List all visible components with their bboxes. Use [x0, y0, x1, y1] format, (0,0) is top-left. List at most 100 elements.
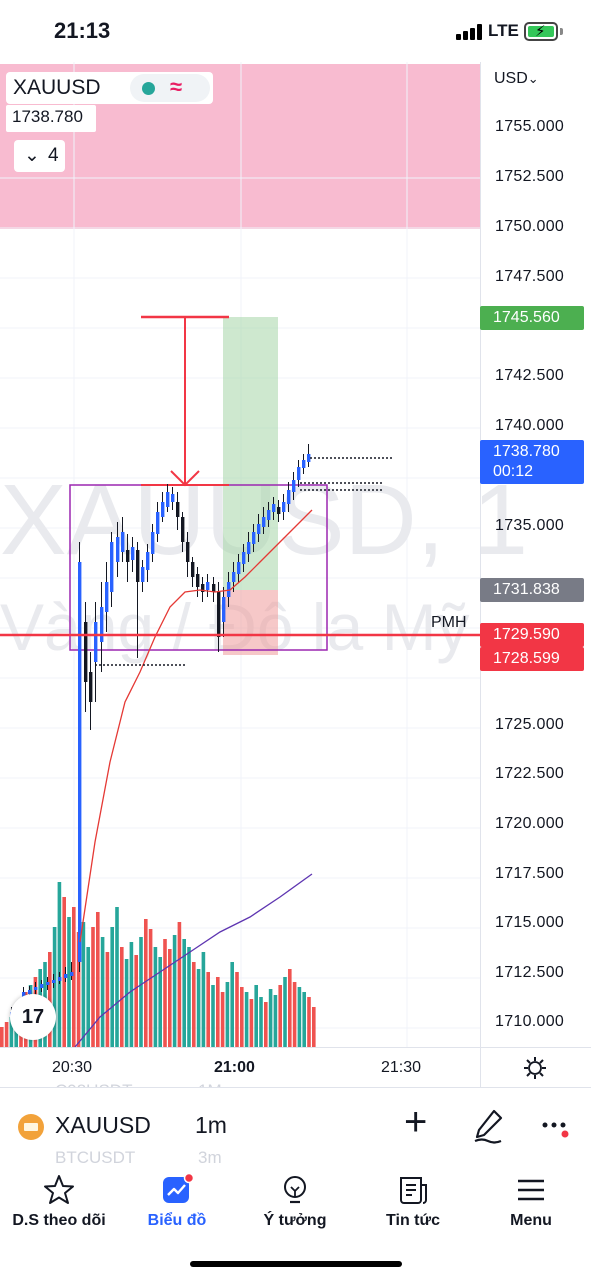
candle-body	[136, 550, 140, 582]
legend-price: 1738.780	[6, 105, 96, 132]
add-indicator-plus-icon[interactable]: +	[404, 1100, 428, 1144]
price-axis-label: 1720.000	[495, 815, 565, 832]
volume-bar	[0, 1027, 4, 1047]
volume-bar	[216, 977, 220, 1047]
price-axis-label: 1752.500	[495, 168, 565, 185]
chart-area[interactable]: XAUUSD, 1 Vàng / Đô la Mỹ PMH	[0, 62, 591, 1087]
more-options-icon[interactable]	[540, 1110, 572, 1140]
currency-label: USD	[494, 70, 528, 87]
chart-symbol-legend[interactable]: XAUUSD ≈	[6, 72, 213, 104]
candle-body	[116, 537, 120, 562]
settings-gear-icon[interactable]	[522, 1055, 548, 1081]
price-chart[interactable]: XAUUSD, 1 Vàng / Đô la Mỹ PMH	[0, 62, 591, 1087]
volume-bar	[163, 939, 167, 1047]
signal-icon	[456, 24, 482, 40]
candle-body	[89, 672, 93, 702]
price-axis-label: 1742.500	[495, 367, 565, 384]
market-status-pill[interactable]: ≈	[130, 74, 210, 102]
volume-bar	[268, 989, 273, 1047]
candle-body	[287, 490, 291, 504]
candle-body	[64, 974, 68, 978]
currency-selector[interactable]: USD⌄	[494, 70, 539, 88]
candle-body	[100, 607, 104, 642]
candle-body	[78, 562, 82, 962]
candle-body	[34, 987, 38, 990]
volume-bar	[278, 985, 282, 1047]
volume-bar	[148, 929, 153, 1047]
candle-body	[252, 532, 256, 544]
volume-bar	[240, 987, 244, 1047]
tab-label: Biểu đồ	[147, 1212, 207, 1229]
chevron-down-icon: ⌄	[24, 145, 40, 166]
ghost-watchlist-item: BTCUSDT	[55, 1148, 136, 1167]
volume-bar	[177, 922, 182, 1047]
symbol-toolbar: BTCUSDT 3m XAUUSD 1m +	[0, 1087, 591, 1167]
volume-bar	[62, 897, 66, 1047]
volume-bar	[81, 922, 86, 1047]
long-position-profit	[223, 317, 278, 590]
tradingview-logo: 17	[10, 994, 56, 1040]
candle-body	[206, 582, 210, 590]
price-axis-label: 1725.000	[495, 716, 565, 733]
candle-body	[292, 480, 296, 492]
volume-bar	[225, 982, 230, 1047]
star-icon	[44, 1175, 74, 1204]
price-axis-label: 1712.500	[495, 964, 565, 981]
tab-ideas[interactable]: Ý tưởng	[236, 1173, 354, 1243]
volume-bar	[110, 927, 114, 1047]
price-axis-label: 1747.500	[495, 268, 565, 285]
candle-body	[267, 510, 271, 520]
candle-body	[84, 622, 88, 682]
level-tag: 1731.838	[480, 578, 584, 602]
candle-body	[181, 517, 185, 542]
candle-body	[166, 492, 170, 507]
candle-body	[171, 494, 175, 502]
volume-bar	[139, 937, 143, 1047]
drawing-brush-icon[interactable]	[472, 1108, 504, 1144]
candle-body	[272, 504, 276, 512]
volume-bar	[302, 992, 306, 1047]
volume-bar	[201, 952, 206, 1047]
candle-body	[196, 574, 200, 587]
symbol-search-button[interactable]: XAUUSD	[55, 1112, 151, 1138]
volume-bar	[292, 982, 297, 1047]
price-axis-label: 1755.000	[495, 118, 565, 135]
tab-label: Tin tức	[386, 1212, 440, 1229]
candle-body	[302, 460, 306, 468]
volume-bar	[244, 992, 249, 1047]
volume-bar	[206, 972, 210, 1047]
volume-bar	[192, 962, 196, 1047]
volume-bar	[254, 985, 258, 1047]
volume-bar	[182, 939, 186, 1047]
volume-bar	[52, 927, 57, 1047]
stop-price-tag: 1728.599	[480, 647, 584, 671]
tab-chart[interactable]: Biểu đồ	[118, 1173, 236, 1243]
news-icon	[400, 1177, 427, 1204]
chevron-down-icon: ⌄	[527, 71, 539, 86]
price-axis-label: 1750.000	[495, 218, 565, 235]
tab-menu[interactable]: Menu	[472, 1173, 590, 1243]
long-position-risk	[223, 590, 278, 655]
indicator-toggle-button[interactable]: ⌄ 4	[14, 140, 65, 172]
volume-bar	[264, 1002, 268, 1047]
volume-average-purple	[74, 873, 313, 1048]
pmh-label: PMH	[431, 614, 467, 631]
candle-body	[237, 562, 241, 574]
tab-news[interactable]: Tin tức	[354, 1173, 472, 1243]
ghost-watchlist-interval: 3m	[198, 1148, 222, 1167]
volume-bar	[312, 1007, 316, 1047]
volume-bar	[283, 977, 287, 1047]
interval-button[interactable]: 1m	[195, 1112, 227, 1138]
volume-bar	[172, 935, 177, 1047]
volume-bar	[48, 952, 52, 1047]
candle-body	[105, 582, 109, 612]
candle-body	[297, 467, 301, 480]
candle-body	[217, 592, 221, 637]
volume-bar	[288, 969, 292, 1047]
tab-watchlist[interactable]: D.S theo dõi	[0, 1173, 118, 1243]
volume-bar	[72, 907, 76, 1047]
battery-icon: ⚡	[524, 22, 558, 41]
price-axis-label: 1722.500	[495, 765, 565, 782]
candlesticks	[10, 444, 311, 1024]
delayed-data-icon: ≈	[170, 74, 183, 99]
